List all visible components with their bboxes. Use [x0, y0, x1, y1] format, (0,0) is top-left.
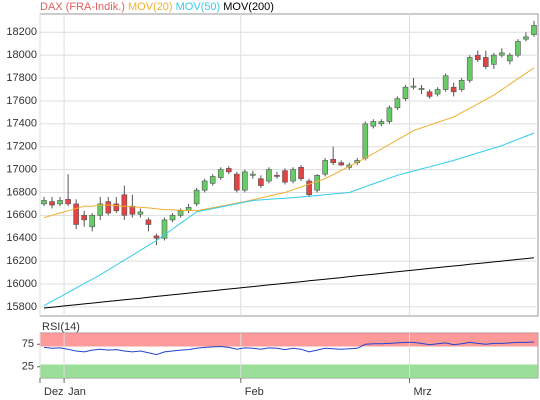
candle-body — [298, 166, 304, 180]
legend-entry: MOV(20) — [128, 1, 173, 13]
main-panel — [39, 13, 539, 317]
candle-body — [531, 25, 537, 35]
x-tick-label: Mrz — [413, 386, 431, 398]
candle-body — [458, 80, 465, 90]
x-tick-label: Feb — [245, 386, 264, 398]
candle-body — [402, 86, 409, 99]
y-tick-label: 16600 — [6, 209, 37, 221]
candle-body — [209, 176, 216, 184]
candle-body — [193, 189, 200, 205]
candle-body — [474, 54, 481, 61]
y-tick-label: 17200 — [6, 141, 37, 153]
candle-body — [161, 219, 168, 239]
candle-body — [499, 52, 505, 56]
y-tick-label: 17600 — [6, 95, 37, 107]
y-tick-label: 15800 — [6, 301, 37, 313]
ma-line — [43, 132, 535, 307]
candle-body — [523, 36, 529, 40]
rsi-label: RSI(14) — [42, 321, 80, 333]
candle-body — [491, 54, 497, 65]
candle-body — [250, 173, 256, 176]
candle-body — [418, 88, 425, 90]
candle-body — [73, 203, 79, 225]
y-tick-label: 17000 — [6, 163, 37, 175]
candle-body — [57, 200, 63, 205]
x-tick-label: Jan — [68, 386, 86, 398]
candle-body — [233, 173, 240, 191]
ma-line — [43, 67, 535, 219]
candle-body — [338, 162, 345, 166]
candle-body — [362, 123, 369, 159]
candle-body — [113, 203, 120, 212]
candle-body — [410, 85, 417, 88]
y-tick-label: 16400 — [6, 232, 37, 244]
y-tick-label: 17400 — [6, 118, 37, 130]
y-tick-label: 16200 — [6, 255, 37, 267]
y-tick-label: 16800 — [6, 186, 37, 198]
candle-body — [466, 57, 473, 81]
candle-body — [394, 98, 401, 109]
y-tick-label: 18000 — [6, 49, 37, 61]
candle-body — [290, 169, 296, 182]
candle-body — [442, 75, 449, 90]
rsi-band — [40, 333, 538, 347]
candle-body — [386, 107, 393, 122]
candle-body — [450, 86, 457, 93]
candle-body — [153, 235, 160, 239]
y-tick-label: 16000 — [6, 278, 37, 290]
candle-body — [137, 211, 144, 215]
y-tick-label: 75 — [22, 338, 34, 350]
candle-body — [330, 158, 336, 164]
candle-body — [282, 170, 288, 183]
legend-entry: MOV(50) — [176, 1, 221, 13]
candle-body — [49, 201, 55, 206]
candle-body — [121, 194, 128, 216]
candle-body — [129, 205, 136, 215]
candle-body — [258, 178, 264, 186]
candle-body — [306, 180, 312, 196]
candle-body — [434, 89, 441, 95]
candle-body — [169, 215, 176, 221]
candle-body — [81, 215, 87, 221]
candle-body — [322, 160, 328, 175]
candle-body — [201, 180, 208, 191]
candle-body — [97, 203, 104, 216]
candle-body — [378, 121, 385, 125]
candle-body — [314, 174, 320, 191]
rsi-band — [40, 364, 538, 378]
candle-body — [266, 169, 272, 182]
candle-body — [515, 41, 521, 56]
candle-body — [217, 169, 224, 178]
candle-body — [41, 200, 47, 205]
plot-layer: Dez Jan Feb Mrz 15800 16000 16200 16400 16600 168… — [6, 1, 538, 398]
y-tick-label: 25 — [22, 361, 34, 373]
candle-body — [507, 54, 513, 62]
y-tick-label: 18200 — [6, 26, 37, 38]
y-tick-label: 17800 — [6, 72, 37, 84]
ma-line — [43, 257, 535, 309]
candle-body — [105, 201, 112, 214]
legend-entry: MOV(200) — [223, 1, 274, 13]
candle-body — [242, 171, 248, 191]
candle-body — [370, 121, 377, 127]
candle-body — [89, 215, 96, 228]
candle-body — [145, 219, 152, 225]
candle-body — [65, 199, 71, 205]
legend-entry: DAX (FRA-Indik.) — [40, 1, 125, 13]
candle-body — [482, 57, 489, 67]
candle-body — [177, 210, 184, 216]
candle-body — [274, 174, 280, 177]
rsi-line — [43, 341, 535, 356]
candle-body — [426, 91, 433, 97]
x-tick-label: Dez — [44, 386, 64, 398]
candle-body — [225, 168, 232, 173]
